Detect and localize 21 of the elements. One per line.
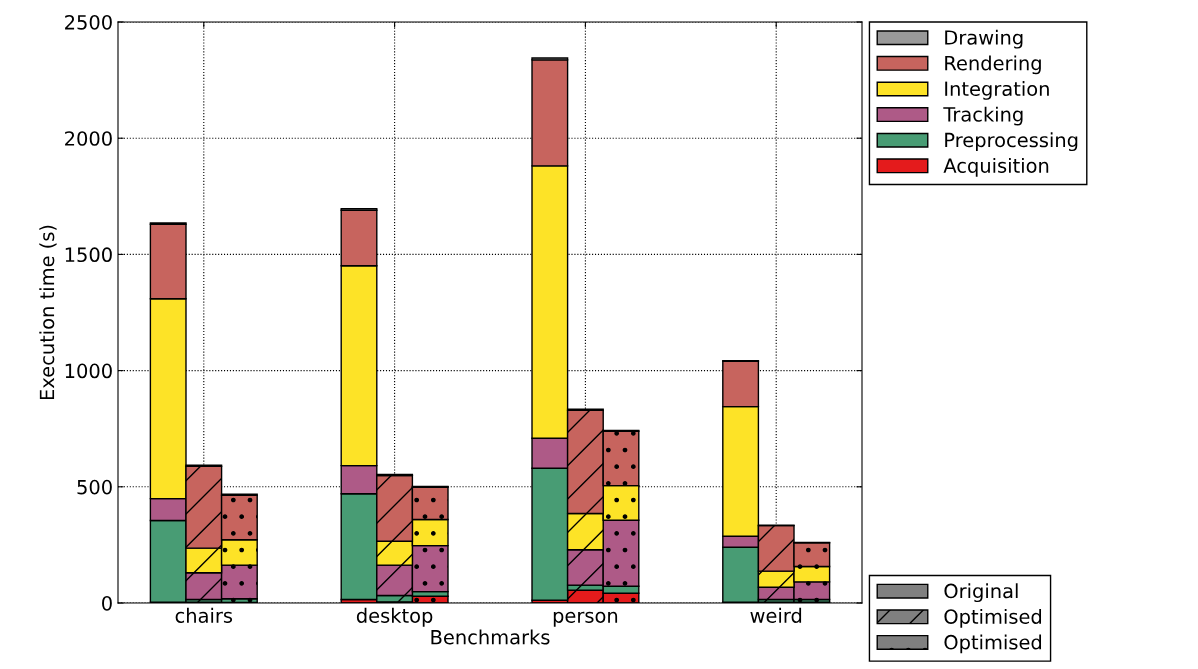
- y-tick-label: 2000: [65, 131, 112, 146]
- x-tick-label: weird: [750, 607, 802, 623]
- legend-label: Acquisition: [943, 157, 1049, 177]
- text: Optimised: [944, 634, 1042, 654]
- legend-label: Tracking: [943, 106, 1023, 126]
- x-tick-label: chairs: [175, 607, 233, 623]
- legend-label: Drawing: [945, 29, 1023, 49]
- y-tick-label: 1000: [65, 363, 112, 379]
- x-axis-title: Benchmarks: [431, 629, 550, 645]
- y-axis-title: Execution time (s): [39, 225, 57, 400]
- y-tick-label: 1500: [65, 247, 112, 263]
- text: Original: [944, 583, 1018, 603]
- legend-label: Integration: [945, 81, 1049, 100]
- legend-label: Rendering: [945, 55, 1041, 75]
- y-tick-label: 2500: [65, 14, 112, 30]
- x-tick-label: person: [553, 611, 618, 627]
- text: Optimised: [944, 608, 1042, 628]
- y-tick-label: 500: [77, 479, 112, 495]
- y-tick-label: 0: [102, 595, 112, 611]
- legend-label: Preprocessing: [945, 132, 1078, 152]
- x-tick-label: desktop: [356, 607, 433, 627]
